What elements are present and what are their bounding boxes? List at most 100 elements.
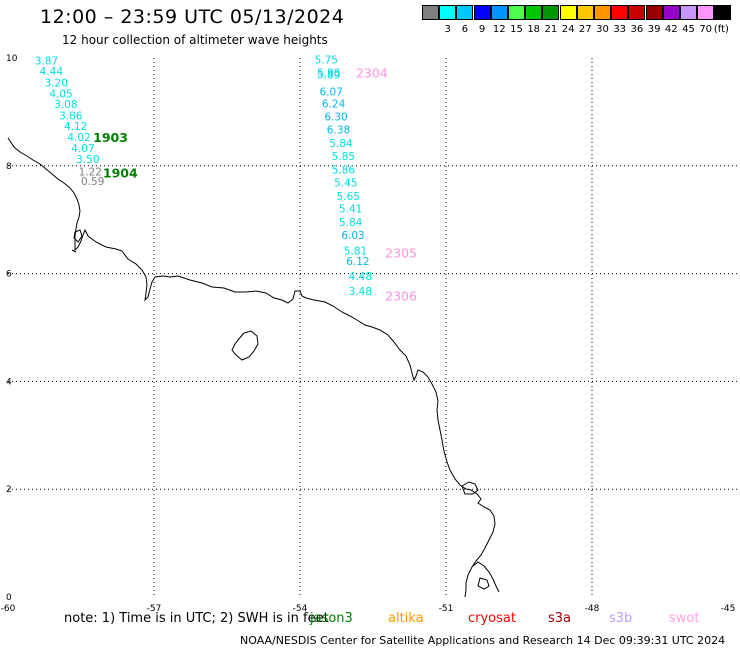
lon-tick-label: -54 bbox=[293, 604, 308, 614]
legend-label: 42 bbox=[664, 24, 678, 35]
legend-swatch bbox=[439, 5, 457, 20]
swh-value-label: 4.05 bbox=[49, 88, 72, 100]
swh-value-label: 4.44 bbox=[40, 66, 64, 78]
track-2305: 5.816.12 2305 bbox=[344, 245, 417, 268]
satellite-swot: swot bbox=[669, 611, 700, 626]
track-id-label: 2305 bbox=[385, 245, 417, 260]
legend-label: 18 bbox=[527, 24, 541, 35]
page-title: 12:00 – 23:59 UTC 05/13/2024 bbox=[40, 6, 345, 28]
altimeter-tracks: 3.874.443.204.053.083.864.124.024.073.50… bbox=[35, 54, 417, 303]
swh-value-label: 6.03 bbox=[341, 230, 364, 242]
lon-tick-label: -48 bbox=[585, 604, 600, 614]
lon-tick-label: -60 bbox=[1, 604, 16, 614]
legend-swatch bbox=[594, 5, 611, 20]
legend-label: 33 bbox=[613, 24, 627, 35]
swh-value-label: 4.02 bbox=[67, 132, 90, 144]
legend-swatch bbox=[697, 5, 715, 20]
track-id-label: 1904 bbox=[103, 166, 138, 181]
legend-label: 30 bbox=[596, 24, 609, 35]
track-id-label: 1903 bbox=[93, 130, 128, 145]
swh-value-label: 1.22 bbox=[79, 167, 102, 179]
legend-swatch bbox=[542, 5, 560, 20]
lat-tick-label: 10 bbox=[6, 54, 18, 64]
legend-label: 36 bbox=[630, 24, 644, 35]
lon-tick-label: -51 bbox=[439, 604, 454, 614]
credit-line: NOAA/NESDIS Center for Satellite Applica… bbox=[240, 634, 726, 647]
satellite-s3b: s3b bbox=[609, 611, 633, 626]
footer-note: note: 1) Time is in UTC; 2) SWH is in fe… bbox=[64, 611, 329, 626]
lat-tick-label: 8 bbox=[6, 162, 12, 172]
track-2304: 5.755.885.896.076.246.306.385.845.855.86… bbox=[315, 54, 388, 242]
legend-swatch bbox=[662, 5, 680, 20]
swh-value-label: 5.86 bbox=[332, 164, 356, 176]
legend-swatch bbox=[456, 5, 474, 20]
swh-value-label: 4.12 bbox=[64, 121, 87, 133]
satellite-cryosat: cryosat bbox=[468, 611, 516, 626]
satellite-s3a: s3a bbox=[548, 611, 572, 626]
swh-value-label: 4.07 bbox=[71, 143, 94, 155]
legend-label: 9 bbox=[478, 24, 486, 35]
satellite-altika: altika bbox=[388, 611, 424, 626]
lat-tick-label: 2 bbox=[6, 485, 12, 495]
legend-label: 3 bbox=[444, 24, 451, 35]
swh-value-label: 5.75 bbox=[315, 54, 338, 66]
map-grid: -60 -57 -54 -51 -48 -45 0 2 4 6 8 10 bbox=[1, 54, 738, 614]
legend-swatch bbox=[645, 5, 663, 20]
lat-tick-label: 0 bbox=[6, 593, 12, 603]
legend-swatch bbox=[559, 5, 577, 20]
legend-label: 70 bbox=[699, 24, 713, 35]
swh-value-label: 3.87 bbox=[35, 55, 58, 67]
legend-swatch bbox=[508, 5, 525, 20]
swh-value-label: 0.59 bbox=[81, 176, 104, 188]
lon-tick-label: -57 bbox=[147, 604, 162, 614]
page-subtitle: 12 hour collection of altimeter wave hei… bbox=[62, 33, 328, 47]
swh-value-label: 5.84 bbox=[329, 138, 353, 150]
swh-value-label: 5.84 bbox=[339, 217, 363, 229]
legend-swatch bbox=[714, 5, 732, 20]
legend-label: 27 bbox=[578, 24, 592, 35]
swh-value-label: 3.86 bbox=[59, 110, 83, 122]
swh-value-label: 5.88 bbox=[317, 67, 340, 79]
legend-swatch bbox=[490, 5, 508, 20]
track-id-label: 2306 bbox=[385, 289, 417, 304]
swh-value-label: 6.07 bbox=[319, 87, 342, 99]
swh-value-label: 4.48 bbox=[349, 271, 372, 283]
swh-value-label: 6.12 bbox=[346, 256, 369, 268]
swh-value-label: 5.85 bbox=[332, 151, 355, 163]
track-1903: 3.874.443.204.053.083.864.124.024.073.50… bbox=[35, 55, 128, 166]
inland-lake bbox=[231, 330, 259, 361]
coast-detail-marajo bbox=[461, 481, 479, 495]
swh-value-label: 3.48 bbox=[349, 286, 372, 298]
swh-value-label: 6.30 bbox=[324, 112, 347, 124]
coastline bbox=[7, 137, 496, 598]
track-2306: 4.48 3.48 2306 bbox=[349, 271, 417, 303]
legend-swatch bbox=[422, 5, 439, 20]
swh-value-label: 6.38 bbox=[327, 124, 350, 136]
swh-value-label: 5.81 bbox=[344, 246, 367, 258]
legend-label: 45 bbox=[682, 24, 695, 35]
lat-tick-label: 4 bbox=[6, 377, 12, 387]
legend-swatch bbox=[576, 5, 594, 20]
legend-swatch bbox=[473, 5, 491, 20]
legend-swatch bbox=[680, 5, 697, 20]
satellite-jason3: jason3 bbox=[310, 611, 353, 626]
track-id-label: 2304 bbox=[356, 65, 388, 80]
legend-label: 15 bbox=[510, 24, 523, 35]
legend-swatch bbox=[628, 5, 646, 20]
coast-detail-orinoco bbox=[71, 229, 83, 253]
swh-value-label: 5.65 bbox=[337, 191, 360, 203]
legend-label: 24 bbox=[561, 24, 575, 35]
lat-tick-label: 6 bbox=[6, 270, 12, 280]
legend-label: 6 bbox=[461, 24, 469, 35]
legend-swatch bbox=[611, 5, 629, 20]
swh-value-label: 6.24 bbox=[322, 99, 346, 111]
swh-value-label: 5.45 bbox=[334, 177, 357, 189]
swh-value-label: 3.20 bbox=[45, 78, 68, 90]
legend-label: 12 bbox=[492, 24, 506, 35]
coast-detail-delta bbox=[472, 561, 500, 593]
legend-swatch bbox=[525, 5, 543, 20]
swh-value-label: 3.50 bbox=[76, 154, 99, 166]
lon-tick-label: -45 bbox=[721, 604, 736, 614]
